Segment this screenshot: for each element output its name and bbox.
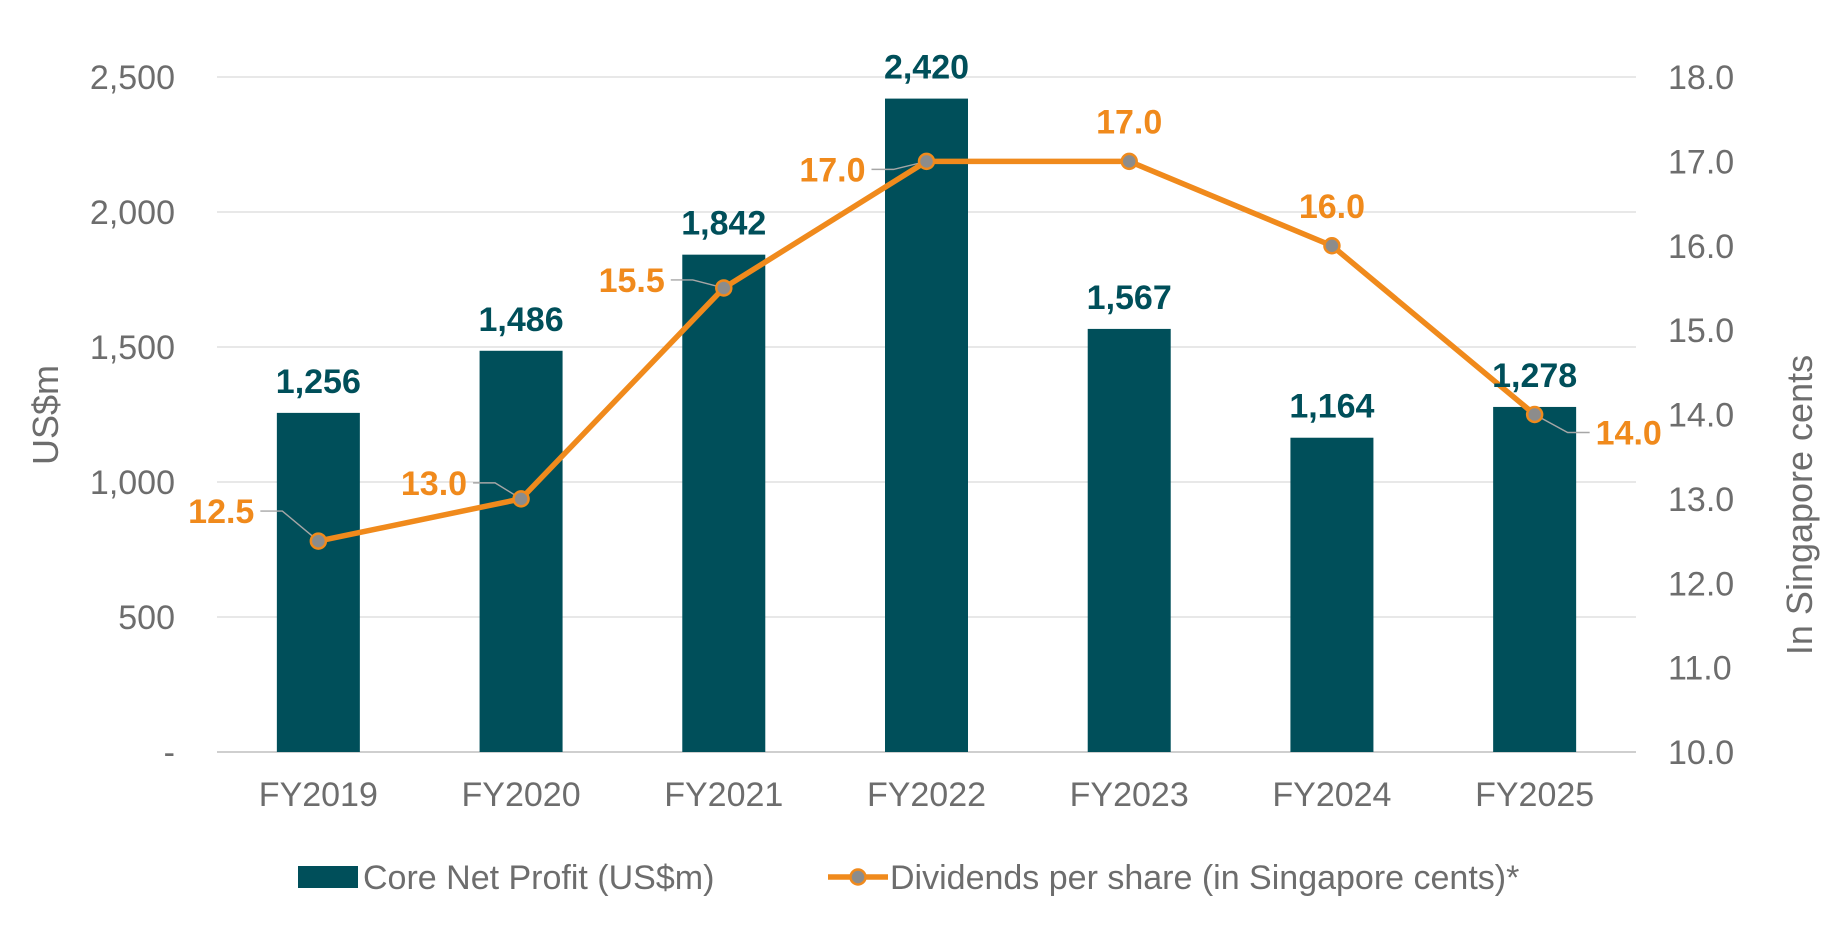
bar <box>885 98 968 753</box>
dividend-marker <box>1120 152 1138 171</box>
x-tick-label: FY2021 <box>664 776 783 814</box>
line-data-label: 14.0 <box>1596 415 1662 453</box>
bar-data-label: 1,256 <box>276 363 361 401</box>
y-tick-label: - <box>164 734 175 772</box>
y-tick-label: 1,000 <box>90 464 175 502</box>
y-right-tick-label: 14.0 <box>1668 397 1734 435</box>
leader-lines <box>260 160 1590 542</box>
y-tick-label: 2,000 <box>90 194 175 232</box>
legend: Core Net Profit (US$m) Dividends per shar… <box>298 859 1519 897</box>
y-right-axis-title: In Singapore cents <box>1779 355 1820 655</box>
bar <box>479 350 563 752</box>
bar <box>276 412 360 752</box>
x-tick-label: FY2020 <box>462 776 581 814</box>
leader-line <box>260 510 319 542</box>
leader-line <box>473 482 522 500</box>
dividend-marker <box>917 152 936 171</box>
dividend-marker <box>309 532 328 550</box>
y-right-tick-label: 15.0 <box>1668 312 1734 350</box>
legend-swatch-bar <box>298 866 358 888</box>
bar <box>1290 437 1374 752</box>
legend-swatch-marker <box>849 868 867 886</box>
leader-line <box>670 279 724 289</box>
y-axis-title: US$m <box>25 365 66 465</box>
y-tick-label: 500 <box>118 599 175 637</box>
chart-text: - 500 1,000 1,500 2,000 2,500 10.0 11.0 12.0 13.0… <box>25 49 1820 814</box>
dividend-marker <box>1323 237 1341 255</box>
dividend-marker <box>1525 405 1544 424</box>
y-right-tick-label: 16.0 <box>1668 228 1734 266</box>
x-tick-label: FY2024 <box>1272 776 1391 814</box>
y-right-tick-label: 18.0 <box>1668 59 1734 97</box>
legend-label-line: Dividends per share (in Singapore cents)… <box>890 859 1519 897</box>
y-right-tick-label: 17.0 <box>1668 143 1734 181</box>
legend-label-bar: Core Net Profit (US$m) <box>363 859 714 897</box>
line-data-label: 16.0 <box>1299 188 1365 226</box>
leader-line <box>1534 413 1590 434</box>
bar-data-label: 1,567 <box>1087 279 1172 317</box>
bar-data-label: 1,842 <box>681 205 766 243</box>
line-data-label: 17.0 <box>799 151 865 189</box>
y-right-tick-label: 12.0 <box>1668 565 1734 603</box>
bar <box>682 254 766 752</box>
line-series <box>309 152 1544 550</box>
x-tick-label: FY2019 <box>259 776 378 814</box>
x-tick-label: FY2022 <box>867 776 986 814</box>
y-tick-label: 1,500 <box>90 329 175 367</box>
dividend-marker <box>512 490 530 508</box>
line-data-label: 13.0 <box>401 465 467 503</box>
x-tick-label: FY2025 <box>1475 776 1594 814</box>
bar-data-label: 1,278 <box>1492 357 1577 395</box>
y-right-tick-label: 10.0 <box>1668 734 1734 772</box>
bar <box>1087 328 1171 752</box>
line-data-label: 12.5 <box>188 493 254 531</box>
bar-data-label: 1,486 <box>479 301 564 339</box>
bar-series <box>276 98 1577 753</box>
x-tick-label: FY2023 <box>1070 776 1189 814</box>
y-right-tick-label: 11.0 <box>1668 650 1732 688</box>
y-tick-label: 2,500 <box>90 59 175 97</box>
bar <box>1493 406 1577 752</box>
line-data-label: 15.5 <box>599 262 665 300</box>
bar-data-label: 2,420 <box>884 49 969 87</box>
leader-line <box>871 160 927 171</box>
line-data-label: 17.0 <box>1096 103 1162 141</box>
bar-data-label: 1,164 <box>1289 388 1374 426</box>
dividend-marker <box>715 279 733 297</box>
y-right-tick-label: 13.0 <box>1668 481 1734 519</box>
